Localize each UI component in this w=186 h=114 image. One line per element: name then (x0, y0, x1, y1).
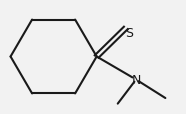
Text: N: N (131, 73, 141, 86)
Text: S: S (125, 27, 133, 40)
